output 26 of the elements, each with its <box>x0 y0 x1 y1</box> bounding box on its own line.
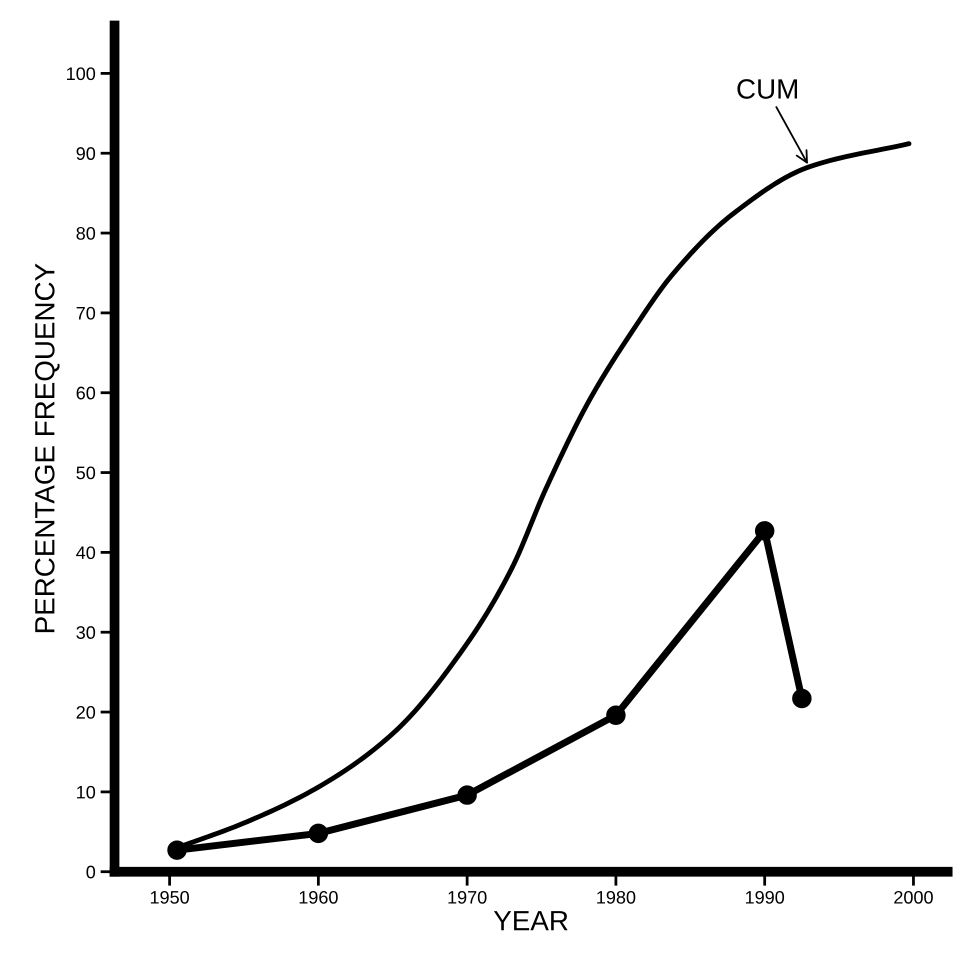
y-tick-label: 0 <box>86 866 96 878</box>
point <box>792 688 812 708</box>
x-tick-label: 1970 <box>448 890 487 904</box>
point <box>457 785 477 805</box>
x-axis-title: YEAR <box>494 911 568 930</box>
x-tick-label: 1950 <box>150 890 189 904</box>
y-tick-label: 90 <box>76 147 96 160</box>
x-tick-label: 1960 <box>300 890 338 904</box>
point <box>606 706 626 725</box>
point <box>754 521 774 541</box>
y-tick-label: 80 <box>76 227 96 240</box>
point <box>167 840 187 860</box>
y-tick-label: 40 <box>76 546 96 560</box>
annotation: CUM <box>737 79 797 99</box>
point <box>308 824 328 844</box>
y-axis-title: PERCENTAGE FREQUENCY <box>34 263 60 632</box>
y-tick-label: 30 <box>76 626 96 639</box>
x-tick-label: 2000 <box>894 890 933 904</box>
y-tick-label: 70 <box>76 306 96 320</box>
y-tick-label: 60 <box>76 386 96 400</box>
y-tick-label: 20 <box>76 706 96 719</box>
x-tick-label: 1980 <box>597 890 636 904</box>
y-tick-label: 10 <box>77 786 96 799</box>
x-tick-label: 1990 <box>746 890 784 904</box>
y-tick-label: 50 <box>76 466 96 480</box>
y-tick-label: 100 <box>67 67 96 80</box>
